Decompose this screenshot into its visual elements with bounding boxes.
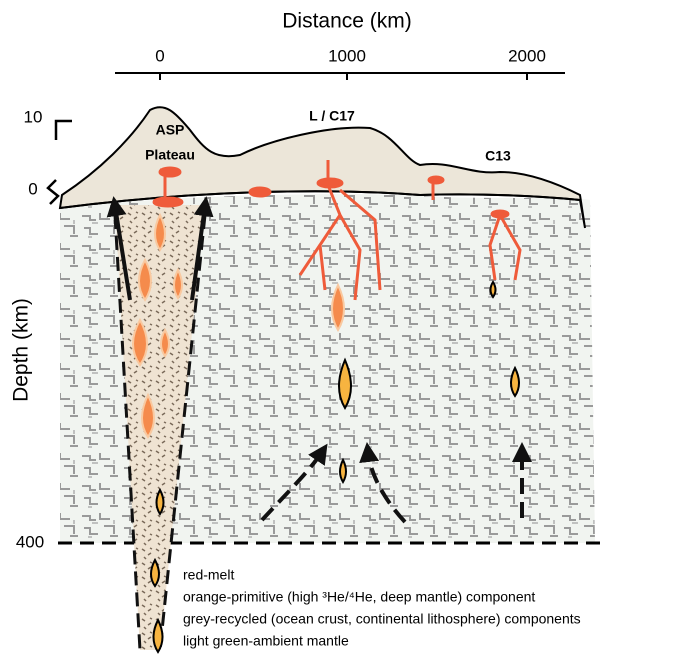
y-tick-label: 400 [16, 532, 44, 551]
legend-item: light green-ambient mantle [183, 633, 349, 649]
x-tick-label: 0 [155, 46, 164, 65]
legend-item: grey-recycled (ocean crust, continental … [183, 611, 581, 627]
legend-item: red-melt [183, 567, 234, 583]
upwelling-arrows [260, 442, 532, 524]
y-tick-label: 10 [24, 107, 43, 126]
melt-veins [152, 160, 522, 301]
x-ticks [159, 73, 528, 80]
plume-edge [158, 214, 207, 651]
x-title: Distance (km) [282, 10, 412, 33]
melt-blobs [132, 212, 345, 439]
primitive-blobs [150, 280, 520, 654]
x-tick-label: 1000 [328, 46, 366, 65]
feature-label: C13 [485, 148, 511, 164]
y-tick-label: 0 [28, 179, 37, 198]
flow-arrow [106, 196, 132, 301]
y-scale-bar [46, 119, 72, 205]
x-tick-label: 2000 [508, 46, 546, 65]
plume-edge [113, 214, 142, 651]
plume [115, 205, 205, 650]
feature-label: ASP [156, 122, 185, 138]
flow-arrow [190, 196, 214, 301]
legend-item: orange-primitive (high ³He/⁴He, deep man… [183, 589, 535, 605]
y-title: Depth (km) [10, 298, 33, 402]
feature-label: L / C17 [309, 108, 355, 124]
feature-label: Plateau [145, 147, 195, 163]
